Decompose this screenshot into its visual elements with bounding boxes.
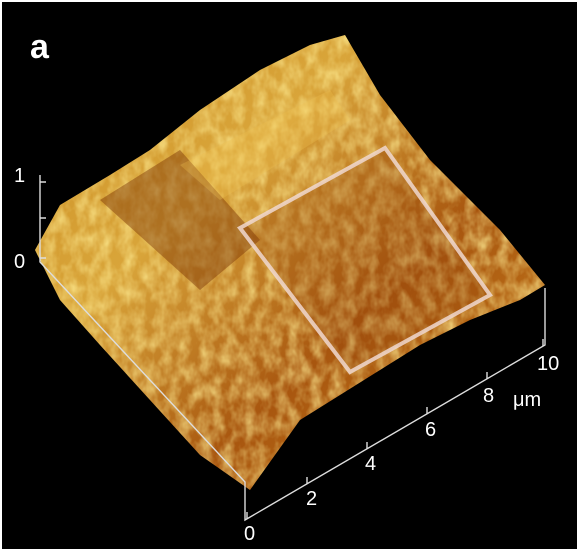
x-tick-label: 0 [244,523,255,545]
z-tick-label: 1 [14,165,25,187]
x-tick-label: 6 [425,419,436,441]
afm-image: a 1 0 0 2 4 6 8 10 μm [0,0,579,551]
x-tick-label: 2 [306,488,317,510]
x-tick-label: 8 [483,385,494,407]
x-axis-unit: μm [513,389,541,411]
x-tick-label: 10 [537,353,559,375]
z-tick-label: 0 [14,251,25,273]
panel-label: a [30,28,50,66]
x-tick-label: 4 [365,453,376,475]
page: a 1 0 0 2 4 6 8 10 μm (() => { const dat… [0,0,579,551]
